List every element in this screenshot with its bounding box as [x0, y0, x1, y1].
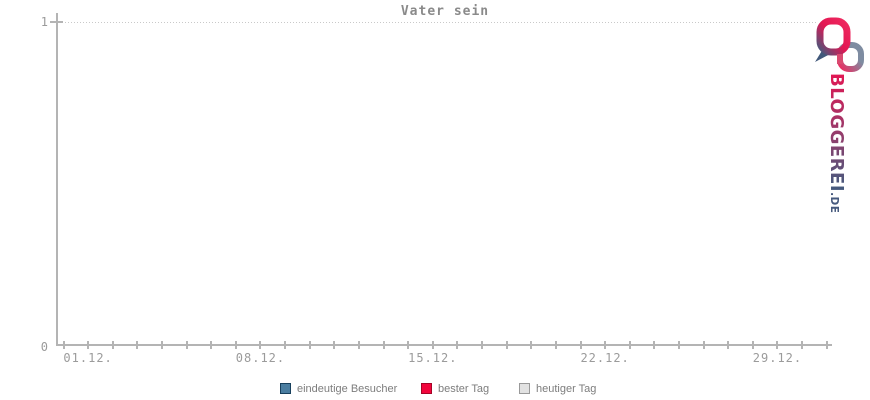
x-axis-label: 01.12.	[63, 351, 113, 365]
x-tick	[210, 341, 213, 349]
x-tick	[234, 341, 237, 349]
legend-item-best-day: bester Tag	[421, 383, 489, 395]
x-tick	[628, 341, 631, 349]
x-tick	[604, 341, 607, 349]
x-tick	[579, 341, 582, 349]
gridline-y1	[59, 22, 816, 23]
legend-item-today: heutiger Tag	[519, 383, 596, 395]
legend-swatch-gray	[519, 383, 530, 394]
x-tick	[727, 341, 730, 349]
x-tick	[678, 341, 680, 349]
x-axis-label: 08.12.	[235, 351, 286, 365]
x-tick	[702, 341, 705, 349]
x-axis-label: 22.12.	[580, 351, 630, 365]
x-axis-label: 15.12.	[408, 351, 458, 365]
y-axis-label-min: 0	[40, 340, 48, 354]
x-tick	[382, 341, 385, 349]
bloggerei-logo[interactable]: BLOGGEREI.DE	[812, 16, 866, 226]
x-axis-label: 29.12.	[752, 351, 803, 365]
x-tick	[530, 341, 533, 349]
legend-label: bester Tag	[438, 383, 490, 395]
x-axis	[56, 344, 832, 346]
x-tick	[431, 341, 434, 349]
swatch-rect	[421, 383, 432, 394]
x-tick	[160, 341, 163, 349]
swatch-rect	[280, 383, 291, 394]
x-tick	[333, 341, 336, 349]
x-tick	[308, 341, 311, 349]
y-tick-1	[50, 21, 63, 23]
x-tick	[456, 341, 459, 349]
logo-text-suffix: .DE	[828, 192, 840, 213]
x-tick	[554, 341, 557, 349]
x-tick	[653, 341, 656, 349]
legend-item-unique-visitors: eindeutige Besucher	[280, 383, 397, 395]
swatch-rect	[519, 383, 530, 394]
x-tick	[407, 341, 410, 349]
x-tick	[481, 341, 484, 349]
legend-label: heutiger Tag	[536, 383, 597, 395]
legend-swatch-blue	[280, 383, 291, 394]
x-tick	[776, 341, 779, 349]
legend-label: eindeutige Besucher	[297, 383, 398, 395]
legend-swatch-red	[421, 383, 432, 394]
x-tick	[136, 341, 139, 349]
logo-text-main: BLOGGEREI	[826, 73, 847, 192]
legend: eindeutige Besucher bester Tag heutiger …	[0, 383, 870, 399]
y-axis-label-max: 1	[40, 15, 48, 29]
x-tick	[87, 341, 90, 349]
x-tick	[284, 341, 287, 349]
x-tick	[505, 341, 508, 349]
chart-title: Vater sein	[400, 4, 490, 19]
x-tick	[357, 341, 360, 349]
x-tick	[751, 341, 754, 349]
x-tick	[111, 341, 114, 349]
x-tick	[825, 341, 828, 349]
x-tick	[801, 341, 804, 349]
y-axis	[56, 13, 58, 346]
x-tick	[259, 341, 262, 349]
logo-text: BLOGGEREI.DE	[826, 73, 847, 213]
x-tick	[185, 341, 188, 349]
x-tick	[62, 341, 65, 349]
logo-mark-interlocking-bubbles	[815, 17, 864, 72]
